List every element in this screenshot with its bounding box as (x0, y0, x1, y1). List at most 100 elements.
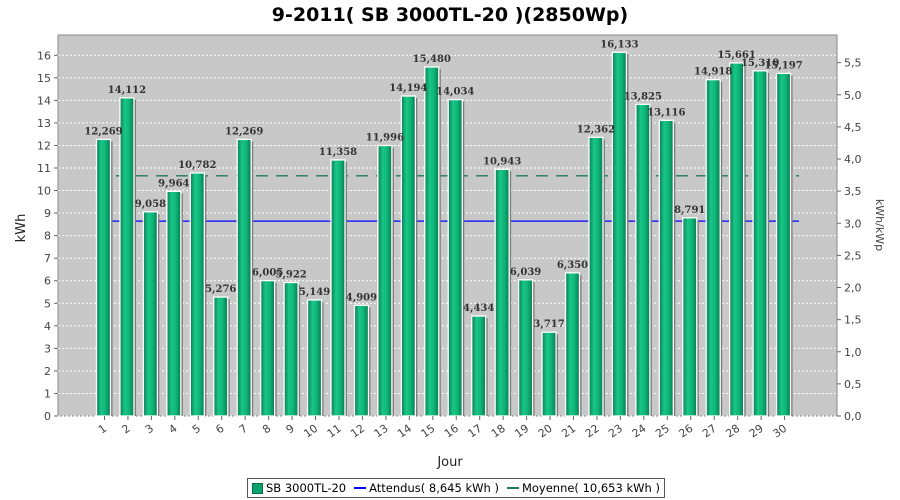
bar (306, 299, 323, 417)
y-right-tick-label: 5,0 (844, 89, 862, 102)
data-label: 11,996 (366, 133, 404, 144)
y-right-tick-label: 4,0 (844, 153, 862, 166)
x-tick-label: 19 (512, 422, 531, 441)
data-label: 5,922 (275, 269, 306, 280)
bar (729, 62, 745, 417)
x-axis-ticks: 1 2 3 4 5 6 7 8 9 10 11 12 13 14 15 16 17 18 19 20 21 22 23 24 2… (96, 416, 789, 440)
x-tick-label: 14 (395, 422, 414, 441)
data-label: 15,480 (413, 54, 451, 65)
x-tick-label: 2 (119, 422, 132, 437)
data-label: 15,197 (764, 60, 802, 71)
x-tick-label: 28 (723, 422, 742, 441)
bar (189, 172, 205, 417)
legend-bars-label: SB 3000TL-20 (266, 481, 347, 495)
data-label: 14,918 (694, 67, 732, 78)
y-right-tick-label: 4,5 (844, 121, 862, 134)
bar (236, 138, 252, 417)
bar (119, 97, 135, 417)
x-tick-label: 25 (653, 422, 672, 441)
x-tick-label: 6 (213, 422, 226, 437)
bar (775, 72, 792, 417)
bar (330, 159, 346, 417)
y-right-tick-label: 5,5 (844, 57, 862, 70)
x-tick-label: 23 (606, 422, 625, 441)
data-label: 9,058 (135, 199, 166, 210)
data-label: 14,112 (108, 85, 146, 96)
y-tick-label: 6 (44, 275, 51, 288)
bar (752, 70, 768, 417)
y-tick-label: 11 (37, 162, 51, 175)
y-right-tick-label: 0,5 (844, 378, 862, 391)
data-label: 11,358 (319, 147, 357, 158)
x-tick-label: 1 (96, 422, 109, 437)
bar (447, 98, 463, 417)
x-tick-label: 7 (237, 422, 250, 437)
data-label: 12,269 (84, 126, 122, 137)
y-tick-label: 7 (44, 252, 51, 265)
x-tick-label: 12 (348, 422, 367, 441)
bar (611, 51, 628, 417)
bar (424, 66, 440, 417)
data-label: 10,943 (483, 156, 521, 167)
bar (658, 119, 674, 417)
y-tick-label: 1 (44, 387, 51, 400)
bar (541, 331, 557, 417)
bar (142, 211, 159, 417)
legend-item-average: Moyenne( 10,653 kWh ) (506, 481, 660, 495)
data-labels: 12,269 14,112 9,058 9,964 10,782 5,276 12,269 6… (84, 39, 802, 330)
x-tick-label: 29 (747, 422, 766, 441)
bar (682, 217, 698, 417)
y-axis-right-label: kWh/kWp (873, 199, 886, 251)
y-tick-label: 13 (37, 117, 51, 130)
y-right-tick-label: 2,5 (844, 249, 862, 262)
y-right-tick-label: 0,0 (844, 410, 862, 423)
data-label: 5,276 (205, 284, 236, 295)
bars (95, 51, 793, 417)
x-tick-label: 20 (536, 422, 555, 441)
chart-title: 9-2011( SB 3000TL-20 )(2850Wp) (272, 4, 628, 26)
x-tick-label: 9 (284, 422, 297, 437)
data-label: 5,149 (299, 287, 330, 298)
x-tick-label: 17 (465, 422, 484, 441)
bar (400, 95, 417, 417)
x-tick-label: 21 (559, 422, 578, 441)
data-label: 9,964 (158, 178, 189, 189)
x-tick-label: 18 (489, 422, 508, 441)
x-tick-label: 26 (677, 422, 696, 441)
y-right-tick-label: 1,5 (844, 314, 862, 327)
data-label: 12,269 (225, 126, 263, 137)
bar (635, 103, 651, 417)
bar (377, 144, 393, 417)
y-tick-label: 4 (44, 320, 51, 333)
x-tick-label: 8 (260, 422, 273, 437)
x-tick-label: 3 (143, 422, 156, 437)
x-tick-label: 15 (419, 422, 438, 441)
x-tick-label: 30 (770, 422, 789, 441)
y-tick-label: 12 (37, 139, 51, 152)
data-label: 12,362 (577, 124, 615, 135)
bar (564, 272, 581, 417)
bar (353, 304, 370, 417)
x-axis-label: Jour (436, 455, 463, 470)
x-tick-label: 10 (301, 422, 320, 441)
y-tick-label: 8 (44, 230, 51, 243)
x-tick-label: 13 (372, 422, 391, 441)
data-label: 4,434 (463, 303, 494, 314)
x-tick-label: 22 (583, 422, 602, 441)
bar (95, 138, 112, 417)
y-right-tick-label: 3,5 (844, 185, 862, 198)
data-label: 3,717 (533, 319, 564, 330)
legend-bars-swatch (252, 482, 263, 494)
x-tick-label: 16 (442, 422, 461, 441)
y-tick-label: 15 (37, 72, 51, 85)
legend-average-swatch (506, 487, 519, 489)
x-tick-label: 5 (190, 422, 203, 437)
reference-lines (96, 175, 799, 222)
y-right-tick-label: 2,0 (844, 282, 862, 295)
x-tick-label: 11 (325, 422, 344, 441)
bar (471, 315, 487, 417)
x-tick-label: 27 (700, 422, 719, 441)
data-label: 16,133 (600, 39, 638, 50)
